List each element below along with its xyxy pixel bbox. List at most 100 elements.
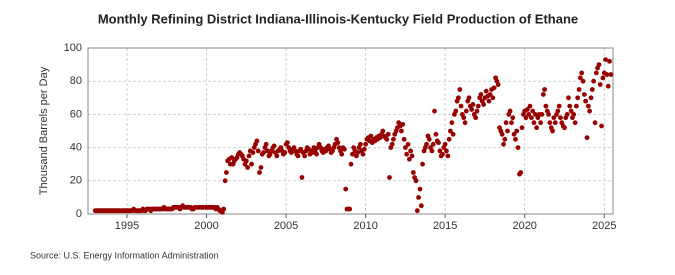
data-point [404,151,410,157]
data-point [444,148,449,154]
data-point [400,121,406,127]
data-point [436,140,441,146]
data-point [391,136,396,142]
data-point [387,175,392,180]
data-point [555,108,561,114]
data-point [499,131,505,137]
y-axis-label: Thousand Barrels per Day [38,66,50,195]
data-point [257,170,262,175]
data-point [510,115,516,121]
data-point [399,128,404,134]
data-point [420,161,425,167]
data-point [302,153,308,159]
data-point [487,92,493,97]
data-point [527,103,533,109]
data-point [540,92,546,97]
x-tick-label: 2010 [353,220,377,232]
data-point [258,165,264,170]
data-point [481,102,487,107]
data-point [453,108,459,114]
data-point [298,146,304,152]
data-point [587,108,593,114]
data-point [519,125,525,131]
data-point [384,136,390,142]
data-point [534,125,540,131]
data-point [491,85,497,91]
data-point [295,153,301,159]
data-point [314,151,320,157]
data-point [343,186,349,192]
data-point [437,148,443,154]
data-point [250,150,256,155]
data-point [502,136,508,142]
data-point [418,203,424,209]
data-point [525,107,530,112]
data-point [432,108,437,114]
data-point [261,150,266,155]
data-point [449,120,455,126]
data-point [518,170,524,175]
data-point [580,78,586,84]
data-point [495,82,501,87]
data-point [483,88,489,94]
data-point [457,87,463,92]
data-point [551,115,557,121]
data-point [577,75,583,81]
data-point [589,87,595,92]
data-point [546,112,551,117]
data-point [271,143,277,149]
data-point [426,136,432,142]
data-point [469,107,475,112]
data-point [530,108,536,114]
data-point [458,103,464,109]
y-tick-label: 40 [70,142,82,154]
data-point [547,120,553,126]
data-point [588,95,594,101]
data-point [514,128,520,134]
y-tick-label: 0 [76,208,82,220]
data-point [608,72,614,77]
data-point [339,151,345,157]
data-point [466,95,472,101]
data-point [254,138,260,144]
data-point [243,158,249,164]
data-point [567,103,573,109]
data-point [607,58,612,64]
data-point [284,140,290,146]
data-point [532,112,538,117]
data-point [413,178,419,184]
data-point [543,103,549,109]
data-point [538,120,544,126]
data-point [576,87,582,92]
data-point [440,151,445,157]
x-tick-label: 2000 [194,220,218,232]
x-tick-label: 2025 [592,220,616,232]
data-point [572,120,578,126]
data-point [414,208,420,214]
data-point [363,141,369,147]
data-point [348,161,354,167]
data-point [531,120,537,126]
data-point [562,125,567,131]
data-point [416,195,421,200]
data-point [446,136,452,142]
data-point [556,103,562,109]
y-tick-label: 100 [64,42,82,54]
data-point [442,141,448,147]
data-point [581,92,587,97]
data-point [360,151,366,157]
data-point [347,206,353,212]
data-point [597,82,603,87]
data-point [342,146,347,152]
x-tick-label: 2020 [512,220,536,232]
data-point [463,108,469,114]
data-point [600,75,606,81]
data-point [564,112,570,117]
data-point [224,170,229,175]
data-point [368,133,374,139]
data-point [461,115,467,121]
data-point [245,165,250,170]
data-point [604,72,610,77]
x-tick-label: 2005 [274,220,298,232]
data-point [335,140,341,146]
